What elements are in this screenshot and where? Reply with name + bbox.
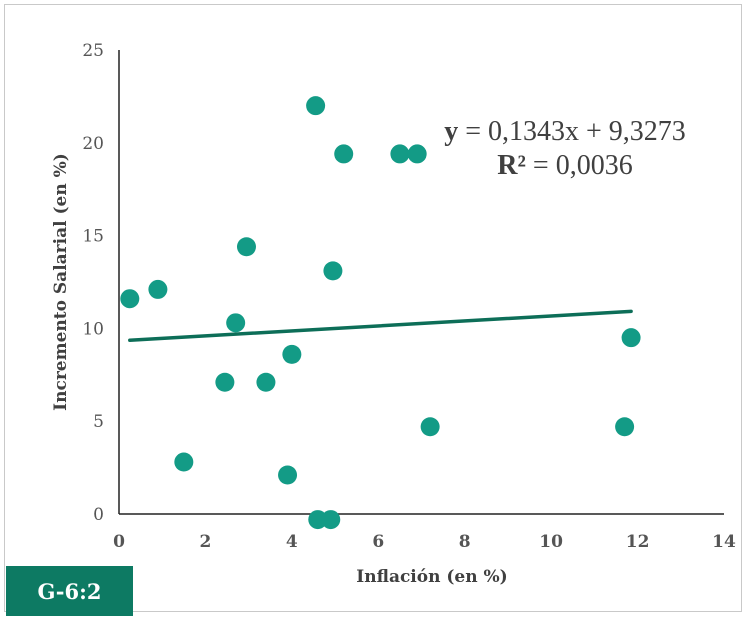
x-tick-labels: 0 2 4 6 8 10 12 14 xyxy=(113,532,736,552)
trendline-equation: y = 0,1343x + 9,3273 xyxy=(444,116,686,147)
data-point xyxy=(420,417,440,437)
data-point xyxy=(120,289,140,309)
data-point xyxy=(323,261,343,281)
y-tick-labels: 0 5 10 15 20 25 xyxy=(82,41,104,525)
data-point xyxy=(621,328,641,348)
trendline-group xyxy=(128,309,633,343)
data-points xyxy=(120,96,641,530)
x-tick-label: 8 xyxy=(459,532,471,552)
x-tick-label: 0 xyxy=(113,532,125,552)
data-point xyxy=(615,417,635,437)
x-tick-label: 4 xyxy=(286,532,298,552)
x-tick-label: 14 xyxy=(712,532,736,552)
equation-body: = 0,1343x + 9,3273 xyxy=(458,116,686,147)
trendline-r-squared: R² = 0,0036 xyxy=(497,150,632,181)
r-squared-symbol: R² xyxy=(497,150,526,181)
y-tick-label: 15 xyxy=(82,227,104,247)
figure-badge: G-6:2 xyxy=(6,566,133,616)
x-tick-label: 6 xyxy=(372,532,384,552)
data-point xyxy=(390,144,410,164)
y-axis-title: Incremento Salarial (en %) xyxy=(51,153,71,411)
data-point xyxy=(278,465,298,485)
data-point xyxy=(407,144,427,164)
y-tick-label: 20 xyxy=(82,134,104,154)
x-tick-label: 2 xyxy=(200,532,212,552)
data-point xyxy=(148,279,168,299)
data-point xyxy=(174,452,194,472)
r-squared-value: = 0,0036 xyxy=(526,150,633,181)
x-tick-label: 10 xyxy=(539,532,563,552)
y-tick-label: 0 xyxy=(93,505,104,525)
equation-y-symbol: y xyxy=(444,116,458,147)
y-tick-label: 5 xyxy=(93,412,104,432)
y-tick-label: 25 xyxy=(82,41,104,61)
data-point xyxy=(256,372,276,392)
y-tick-label: 10 xyxy=(82,319,104,339)
data-point xyxy=(226,313,246,333)
x-axis-title: Inflación (en %) xyxy=(356,567,507,587)
data-point xyxy=(215,372,235,392)
data-point xyxy=(282,344,302,364)
data-point xyxy=(306,96,326,116)
chart-frame xyxy=(4,4,742,612)
data-point xyxy=(236,237,256,257)
x-tick-label: 12 xyxy=(626,532,650,552)
data-point xyxy=(321,510,341,530)
chart-axes xyxy=(118,50,724,515)
data-point xyxy=(334,144,354,164)
trendline xyxy=(128,309,633,343)
